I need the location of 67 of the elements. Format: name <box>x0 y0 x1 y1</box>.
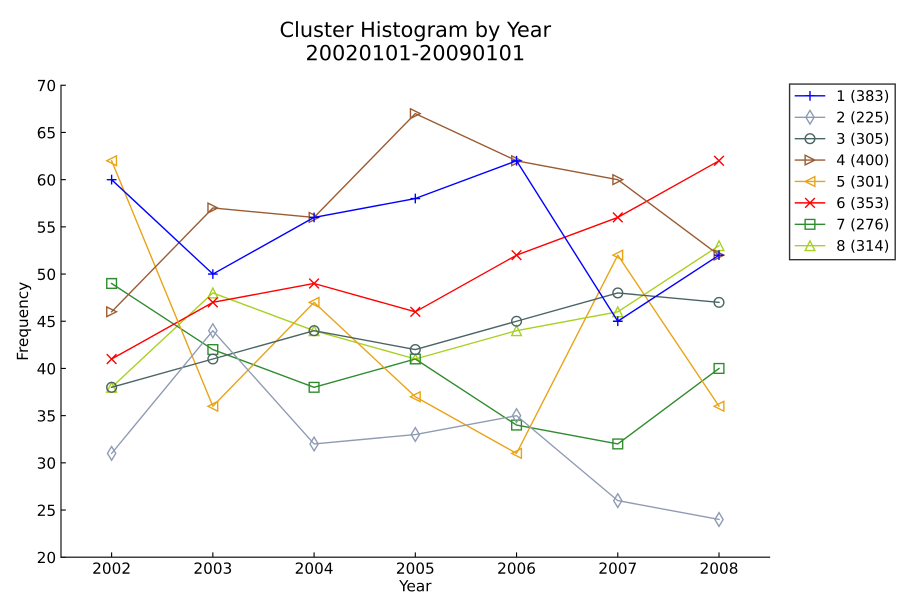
point <box>106 278 118 290</box>
point <box>308 278 320 290</box>
point <box>106 174 118 186</box>
y-tick-label: 55 <box>38 222 55 233</box>
point <box>308 296 320 308</box>
x-tick-label: 2003 <box>194 562 232 574</box>
y-tick-label: 50 <box>38 268 56 280</box>
point <box>207 287 218 298</box>
y-tick-label: 25 <box>38 504 55 516</box>
point <box>510 420 522 431</box>
legend-label: 8 (314) <box>837 240 888 253</box>
y-tick-label: 35 <box>38 410 55 422</box>
point <box>106 306 118 318</box>
point <box>510 448 522 459</box>
point <box>713 362 725 374</box>
x-tick-label: 2005 <box>396 562 434 574</box>
x-tick-label: 2007 <box>599 562 636 574</box>
y-axis-title: Frequency <box>16 282 32 360</box>
y-tick-label: 20 <box>38 552 56 564</box>
y-tick-label: 65 <box>38 126 55 138</box>
chart-subtitle: 20020101-20090101 <box>307 44 524 61</box>
point <box>510 250 522 261</box>
point <box>410 192 421 204</box>
legend-label: 5 (301) <box>837 176 888 188</box>
point <box>207 202 218 214</box>
point <box>207 268 218 280</box>
point <box>207 353 218 365</box>
point <box>510 325 522 336</box>
legend-label: 6 (353) <box>837 196 888 210</box>
point <box>410 306 421 318</box>
y-tick-label: 70 <box>38 80 56 92</box>
point <box>410 391 421 402</box>
point <box>207 296 218 308</box>
point <box>612 306 624 318</box>
x-tick-label: 2002 <box>93 562 130 574</box>
x-tick-label: 2008 <box>700 562 738 574</box>
point <box>713 240 725 252</box>
point <box>207 344 218 356</box>
y-tick-label: 40 <box>37 362 56 374</box>
point <box>713 296 725 308</box>
legend-label: 3 (305) <box>837 132 888 146</box>
point <box>713 400 725 412</box>
legend-label: 7 (276) <box>837 218 888 232</box>
legend-label: 2 (225) <box>837 111 888 124</box>
point <box>612 174 624 186</box>
point <box>410 108 421 120</box>
x-axis-title: Year <box>399 580 432 592</box>
point <box>713 155 725 166</box>
x-tick-label: 2004 <box>296 562 333 574</box>
point <box>410 344 421 356</box>
point <box>308 382 320 393</box>
point <box>510 316 522 327</box>
y-tick-label: 30 <box>38 457 56 469</box>
y-tick-label: 60 <box>38 174 56 186</box>
point <box>612 250 624 261</box>
point <box>106 353 118 365</box>
point <box>612 438 624 450</box>
point <box>612 212 624 223</box>
point <box>612 287 624 298</box>
point <box>207 400 218 412</box>
legend-label: 1 (383) <box>838 90 888 103</box>
point <box>106 155 118 166</box>
legend-label: 4 (400) <box>836 154 888 168</box>
x-tick-label: 2006 <box>498 562 536 574</box>
point <box>612 316 624 327</box>
chart-title: Cluster Histogram by Year <box>280 21 552 42</box>
y-tick-label: 45 <box>37 316 55 328</box>
